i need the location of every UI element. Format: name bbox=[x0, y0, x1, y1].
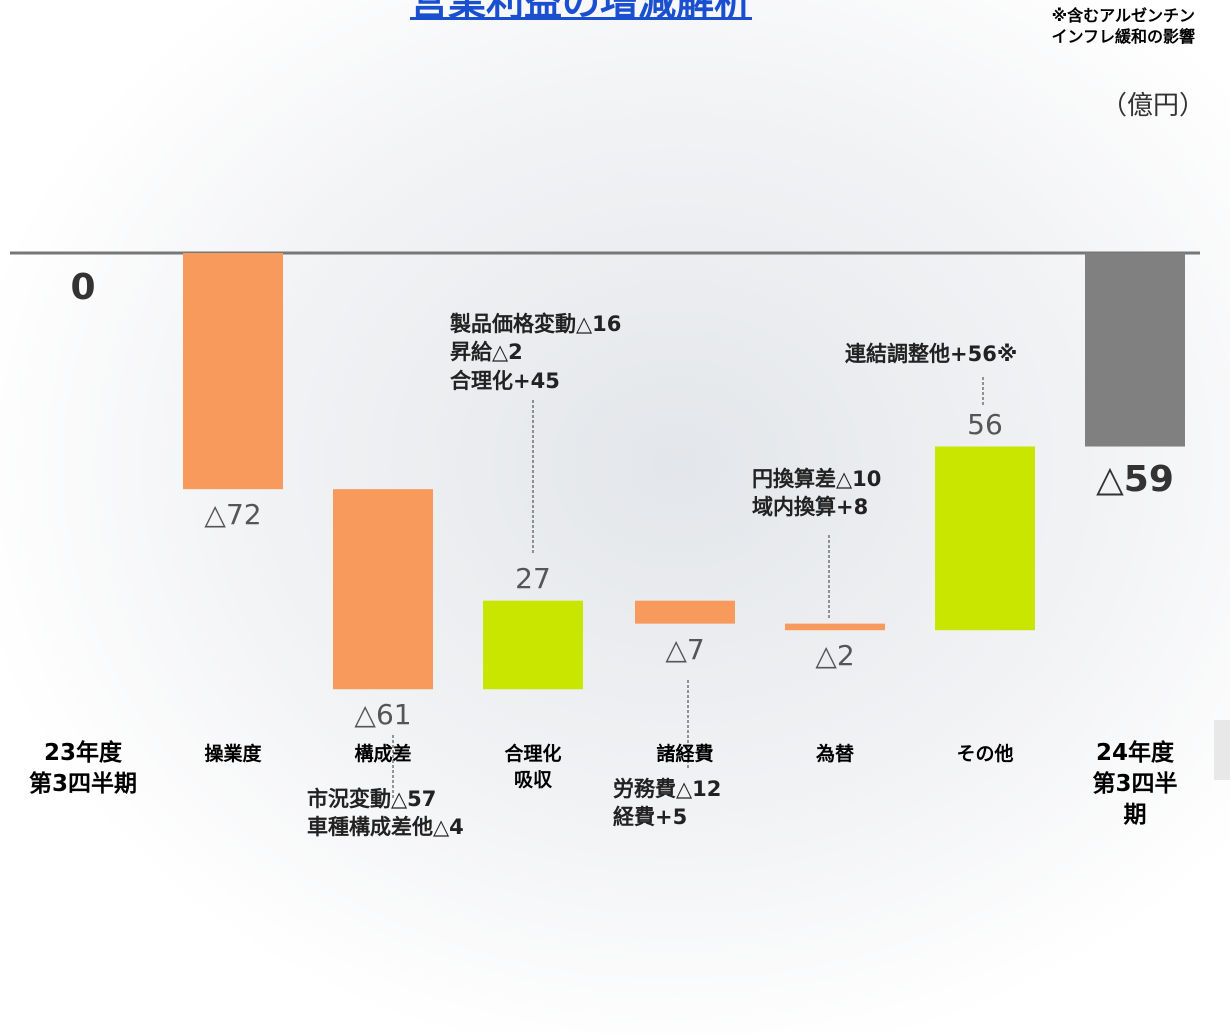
bar bbox=[635, 600, 735, 624]
x-tick-label: 24年度 第3四半期 bbox=[1092, 740, 1178, 829]
bar bbox=[785, 623, 885, 631]
bar bbox=[333, 489, 433, 690]
annotation: 製品価格変動△16 昇給△2 合理化+45 bbox=[450, 312, 622, 393]
x-tick-label: 23年度 第3四半期 bbox=[28, 740, 138, 798]
x-tick-label: その他 bbox=[956, 743, 1014, 765]
annotation: 労務費△12 経費+5 bbox=[613, 777, 722, 830]
unit: （億円） bbox=[1100, 91, 1205, 121]
x-tick-label: 構成差 bbox=[354, 743, 412, 765]
x-tick-label: 操業度 bbox=[204, 743, 262, 765]
value-label: △61 bbox=[354, 698, 412, 732]
annotation: 円換算差△10 域内換算+8 bbox=[752, 467, 882, 520]
value-label: △59 bbox=[1096, 458, 1174, 500]
value-label: △2 bbox=[815, 639, 855, 673]
bar bbox=[183, 253, 283, 490]
bar bbox=[1085, 253, 1185, 447]
value-label: △7 bbox=[665, 632, 705, 666]
value-label: 0 bbox=[70, 267, 96, 308]
value-label: 27 bbox=[515, 561, 551, 595]
x-tick-label: 合理化 吸収 bbox=[504, 743, 562, 791]
note: ※含むアルゼンチン インフレ緩和の影響 bbox=[1051, 6, 1195, 46]
value-label: 56 bbox=[967, 407, 1003, 441]
bar bbox=[483, 600, 583, 690]
annotation: 市況変動△57 車種構成差他△4 bbox=[307, 787, 464, 840]
corner-mark bbox=[1214, 720, 1230, 780]
bar bbox=[935, 446, 1035, 631]
x-tick-label: 諸経費 bbox=[656, 743, 714, 765]
chart-title: 営業利益の増減解析 bbox=[410, 0, 753, 24]
x-tick-label: 為替 bbox=[815, 743, 855, 765]
annotation: 連結調整他+56※ bbox=[845, 342, 1018, 366]
value-label: △72 bbox=[204, 498, 262, 532]
